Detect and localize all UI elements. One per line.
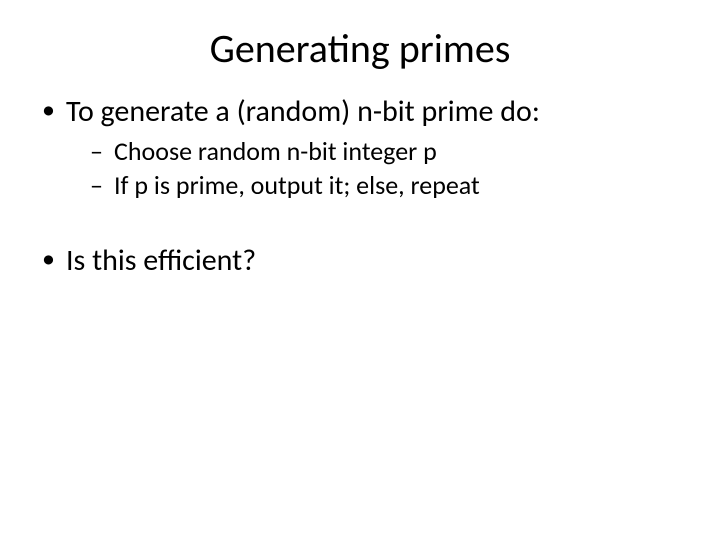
sub-bullet-item: If p is prime, output it; else, repeat [90, 169, 682, 202]
slide-body: To generate a (random) n-bit prime do: C… [0, 93, 720, 279]
bullet-list: To generate a (random) n-bit prime do: C… [38, 93, 682, 202]
sub-bullet-list: Choose random n-bit integer p If p is pr… [66, 135, 682, 202]
bullet-item: Is this efficient? [38, 242, 682, 280]
bullet-text: Is this efficient? [66, 242, 256, 279]
spacer [38, 208, 682, 242]
slide: Generating primes To generate a (random)… [0, 0, 720, 540]
bullet-item: To generate a (random) n-bit prime do: C… [38, 93, 682, 202]
bullet-text: To generate a (random) n-bit prime do: [66, 93, 540, 130]
slide-title: Generating primes [0, 0, 720, 93]
sub-bullet-item: Choose random n-bit integer p [90, 135, 682, 168]
bullet-list: Is this efficient? [38, 242, 682, 280]
